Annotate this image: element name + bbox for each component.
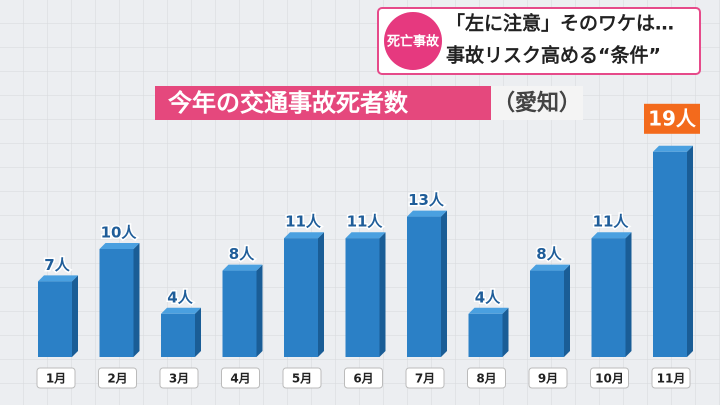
- value-label: 11人: [285, 213, 322, 231]
- badge: 死亡事故: [387, 34, 440, 50]
- value-label: 8人: [229, 245, 255, 263]
- x-tick-label: 10月: [595, 372, 624, 386]
- bar: [161, 313, 195, 357]
- bar-top: [407, 210, 447, 217]
- bar: [653, 151, 687, 357]
- title-box: [155, 86, 491, 120]
- value-label: 13人: [408, 191, 445, 209]
- bar-side: [379, 232, 386, 357]
- bar: [591, 238, 626, 357]
- value-label: 11人: [593, 213, 630, 231]
- bar: [407, 216, 441, 357]
- chart-title: 今年の交通事故死者数: [168, 89, 409, 117]
- x-tick-box: [159, 367, 199, 389]
- bar-side: [195, 307, 201, 357]
- value-label: 4人: [475, 288, 501, 306]
- bar-side: [256, 264, 263, 357]
- x-tick-label: 2月: [107, 372, 127, 386]
- value-label: 7人: [44, 256, 70, 274]
- x-tick-box: [651, 367, 691, 389]
- x-tick-label: 5月: [292, 372, 312, 386]
- header-line2: 事故リスク高める“条件”: [446, 44, 661, 67]
- bar-top: [161, 307, 201, 314]
- bar-side: [133, 243, 140, 357]
- bar: [222, 270, 257, 357]
- chart-subtitle: （愛知）: [493, 90, 581, 116]
- bar-side: [318, 232, 324, 357]
- x-tick-box: [528, 367, 568, 389]
- value-label-box: [644, 103, 700, 134]
- value-label: 19人: [648, 106, 697, 130]
- x-tick-box: [405, 367, 445, 389]
- bar-top: [222, 264, 263, 271]
- bar-top: [530, 264, 570, 271]
- bar-top: [591, 232, 632, 239]
- bar: [530, 270, 564, 357]
- bar-side: [564, 264, 570, 357]
- x-tick-label: 3月: [169, 372, 189, 386]
- header-box: [377, 7, 701, 75]
- value-label: 10人: [101, 224, 138, 242]
- x-tick-label: 4月: [230, 372, 250, 386]
- bar: [38, 281, 72, 357]
- bar-top: [284, 232, 324, 239]
- bar-top: [345, 232, 386, 239]
- header-line1: 「左に注意」そのワケは…: [446, 12, 674, 35]
- x-tick-box: [467, 367, 506, 389]
- x-tick-label: 8月: [476, 372, 496, 386]
- x-tick-box: [98, 367, 137, 389]
- badge-circle: [384, 12, 442, 70]
- x-tick-box: [36, 367, 76, 389]
- bar: [99, 249, 134, 357]
- bar-top: [99, 243, 140, 249]
- bar-side: [72, 275, 78, 357]
- x-tick-label: 6月: [353, 372, 373, 386]
- x-tick-box: [590, 367, 629, 389]
- x-tick-box: [344, 367, 383, 389]
- x-tick-label: 11月: [657, 372, 686, 386]
- bar-side: [687, 145, 693, 357]
- value-label: 4人: [167, 288, 193, 306]
- value-label: 8人: [536, 245, 562, 263]
- bar-side: [625, 232, 632, 357]
- subtitle-box: [491, 86, 583, 120]
- bar-side: [502, 307, 509, 357]
- x-tick-box: [221, 367, 260, 389]
- value-label: 11人: [347, 213, 384, 231]
- bar: [345, 238, 380, 357]
- bar-top: [468, 307, 509, 314]
- x-tick-label: 9月: [538, 372, 558, 386]
- bar-top: [653, 145, 693, 152]
- bar-side: [441, 210, 447, 357]
- bar: [284, 238, 318, 357]
- bar: [468, 313, 503, 357]
- x-tick-box: [282, 367, 322, 389]
- bar-top: [38, 275, 78, 282]
- x-tick-label: 1月: [46, 372, 66, 386]
- x-tick-label: 7月: [415, 372, 435, 386]
